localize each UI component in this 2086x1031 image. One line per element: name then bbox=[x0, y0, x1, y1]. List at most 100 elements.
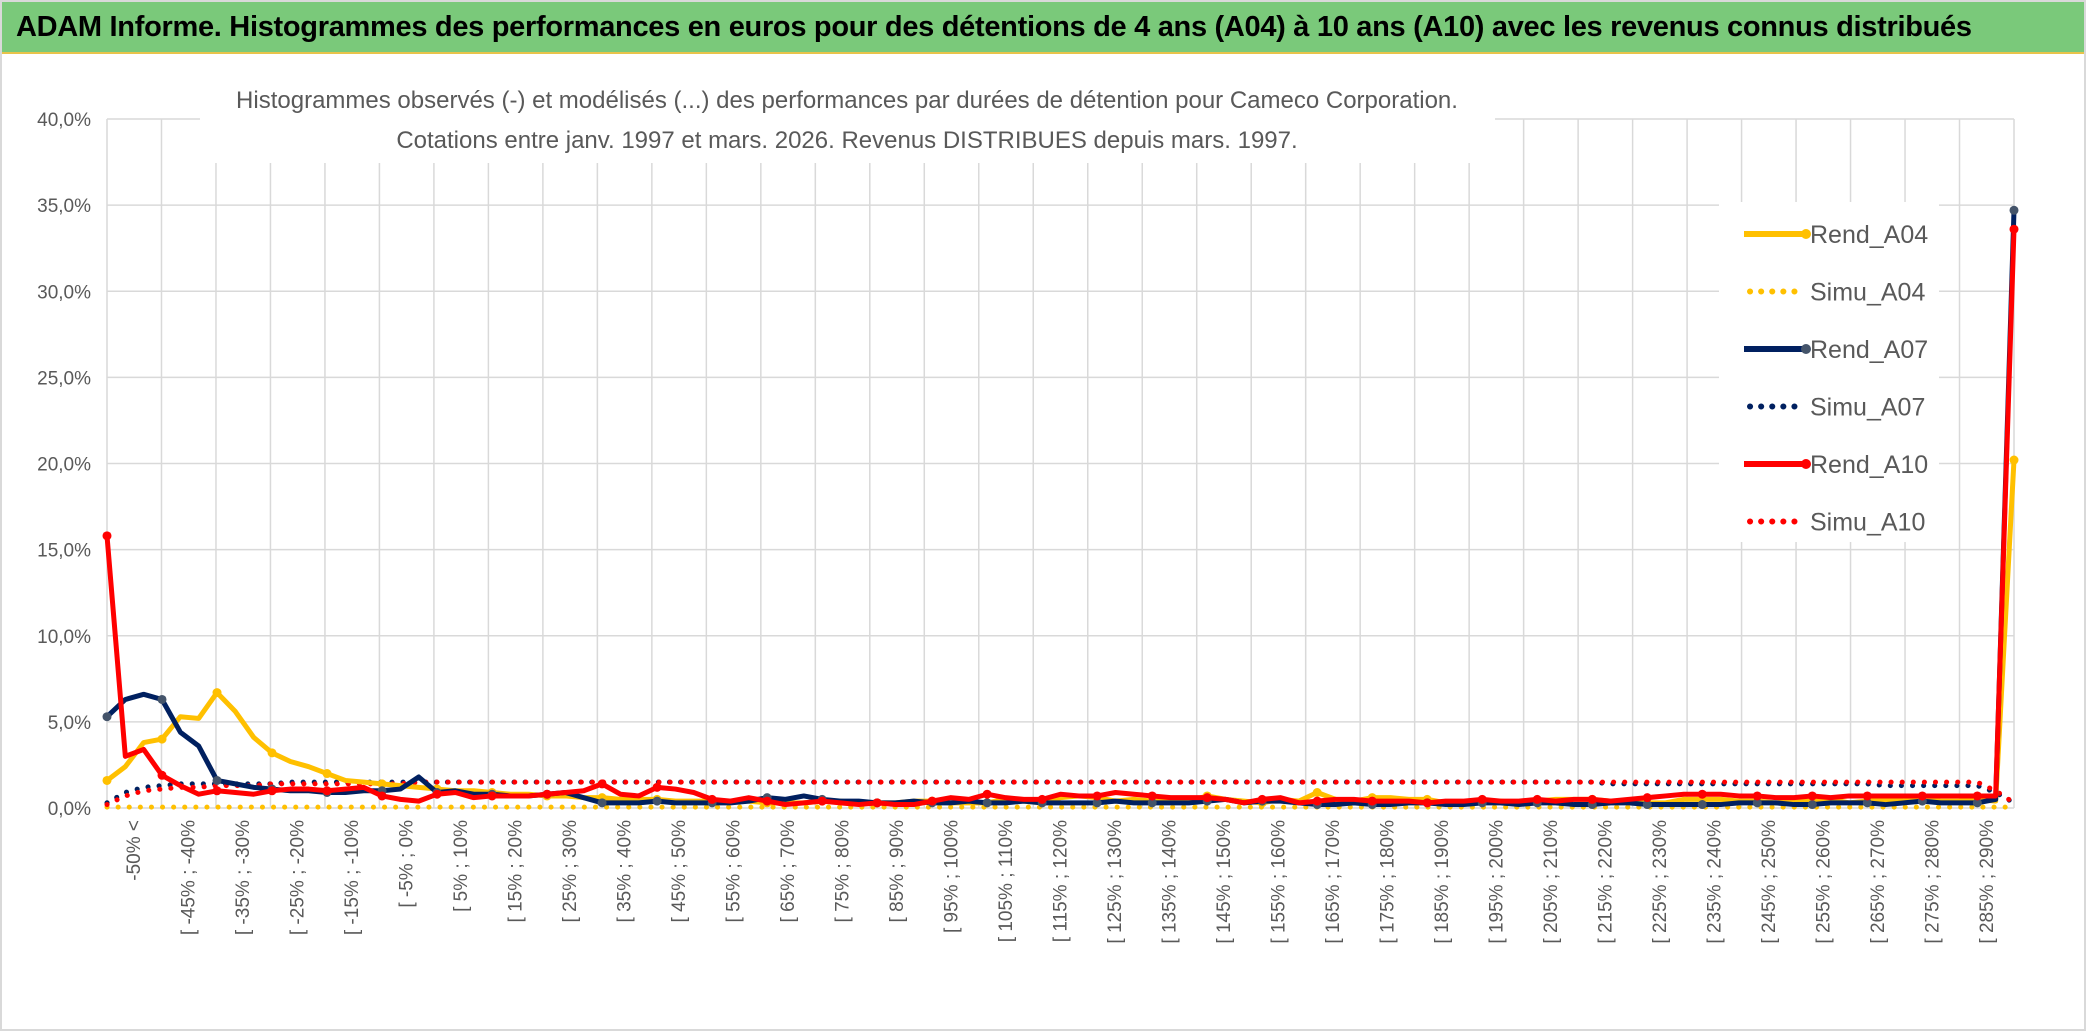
rend-a07-line bbox=[105, 210, 2017, 808]
legend-label-simu-a07: Simu_A07 bbox=[1810, 394, 1925, 422]
x-tick-label: [ 205% ; 210% bbox=[1541, 820, 1562, 944]
rend-a10-point bbox=[1202, 793, 1212, 803]
rend-a10-point bbox=[1257, 794, 1267, 804]
rend-a10-point bbox=[2009, 224, 2019, 234]
rend-a10-point bbox=[432, 789, 442, 799]
rend-a10-point bbox=[652, 782, 662, 792]
y-tick-label: 15,0% bbox=[37, 541, 91, 562]
rend-a10-point bbox=[1312, 796, 1322, 806]
rend-a07-point bbox=[1807, 800, 1817, 810]
rend-a10-point bbox=[872, 798, 882, 808]
y-tick-label: 35,0% bbox=[37, 196, 91, 217]
rend-a10-point bbox=[597, 779, 607, 789]
x-tick-label: [ 35% ; 40% bbox=[615, 820, 636, 923]
x-tick-label: [ 155% ; 160% bbox=[1268, 820, 1289, 944]
rend-a07-point bbox=[1972, 798, 1982, 808]
rend-a10-point bbox=[762, 796, 772, 806]
y-tick-label: 10,0% bbox=[37, 627, 91, 648]
x-tick-label: [ 25% ; 30% bbox=[560, 820, 581, 923]
legend-label-rend-a04: Rend_A04 bbox=[1810, 221, 1928, 249]
x-tick-label: [ 135% ; 140% bbox=[1159, 820, 1180, 944]
report-banner: ADAM Informe. Histogrammes des performan… bbox=[2, 2, 2084, 54]
rend-a07-point bbox=[1147, 798, 1157, 808]
rend-a07-point bbox=[597, 798, 607, 808]
chart-subtitle-line-1: Histogrammes observés (-) et modélisés (… bbox=[236, 87, 1458, 114]
x-tick-label: [ -15% ; -10% bbox=[342, 820, 363, 935]
legend-label-simu-a04: Simu_A04 bbox=[1810, 279, 1925, 307]
x-tick-label: [ 145% ; 150% bbox=[1214, 820, 1235, 944]
rend-a07-point bbox=[1092, 798, 1102, 808]
rend-a10-point bbox=[1477, 794, 1487, 804]
rend-a10-point bbox=[542, 789, 552, 799]
rend-a10-point bbox=[322, 786, 332, 796]
rend-a07-point bbox=[1642, 800, 1652, 810]
x-tick-label: [ 65% ; 70% bbox=[778, 820, 799, 923]
chart-subtitle-line-2: Cotations entre janv. 1997 et mars. 2026… bbox=[396, 127, 1297, 154]
x-tick-label: -50% < bbox=[124, 820, 145, 881]
x-tick-label: [ 85% ; 90% bbox=[887, 820, 908, 923]
legend-marker-rend-a10 bbox=[1801, 459, 1811, 469]
y-tick-label: 20,0% bbox=[37, 455, 91, 476]
x-tick-label: [ 45% ; 50% bbox=[669, 820, 690, 923]
x-tick-label: [ 225% ; 230% bbox=[1650, 820, 1671, 944]
rend-a10-point bbox=[817, 796, 827, 806]
rend-a04-line bbox=[105, 459, 2017, 806]
y-tick-label: 40,0% bbox=[37, 110, 91, 131]
rend-a10-point bbox=[102, 531, 112, 541]
x-tick-label: [ -35% ; -30% bbox=[233, 820, 254, 935]
rend-a10-point bbox=[1367, 796, 1377, 806]
y-tick-label: 5,0% bbox=[48, 713, 91, 734]
x-tick-label: [ -25% ; -20% bbox=[288, 820, 309, 935]
x-tick-label: [ 275% ; 280% bbox=[1922, 820, 1943, 944]
rend-a10-point bbox=[1147, 791, 1157, 801]
rend-a07-point bbox=[102, 712, 112, 722]
rend-a07-point bbox=[2009, 205, 2019, 215]
rend-a10-point bbox=[212, 786, 222, 796]
rend-a10-point bbox=[1917, 791, 1927, 801]
rend-a10-point bbox=[157, 770, 167, 780]
x-tick-label: [ 195% ; 200% bbox=[1486, 820, 1507, 944]
rend-a10-point bbox=[1807, 791, 1817, 801]
x-tick-label: [ -45% ; -40% bbox=[179, 820, 200, 935]
x-tick-label: [ 5% ; 10% bbox=[451, 820, 472, 912]
x-tick-label: [ 55% ; 60% bbox=[724, 820, 745, 923]
rend-a07-point bbox=[1862, 798, 1872, 808]
x-tick-label: [ 185% ; 190% bbox=[1432, 820, 1453, 944]
rend-a04-point bbox=[157, 734, 167, 744]
rend-a04-point bbox=[377, 779, 387, 789]
rend-a04-point bbox=[1312, 787, 1322, 797]
x-tick-label: [ 125% ; 130% bbox=[1105, 820, 1126, 944]
rend-a04-point bbox=[267, 748, 277, 758]
rend-a10-point bbox=[1697, 789, 1707, 799]
rend-a10-point bbox=[1972, 791, 1982, 801]
rend-a10-point bbox=[377, 791, 387, 801]
rend-a10-point bbox=[707, 794, 717, 804]
x-tick-label: [ 15% ; 20% bbox=[506, 820, 527, 923]
x-tick-label: [ 175% ; 180% bbox=[1377, 820, 1398, 944]
x-tick-label: [ 165% ; 170% bbox=[1323, 820, 1344, 944]
legend-label-rend-a10: Rend_A10 bbox=[1810, 451, 1928, 479]
rend-a07-point bbox=[982, 798, 992, 808]
x-tick-label: [ 115% ; 120% bbox=[1051, 820, 1072, 942]
legend-background bbox=[1719, 202, 1939, 542]
rend-a10-point bbox=[267, 786, 277, 796]
rend-a10-line bbox=[104, 229, 2017, 808]
y-tick-label: 0,0% bbox=[48, 799, 91, 820]
x-tick-label: [ 95% ; 100% bbox=[942, 820, 963, 933]
rend-a10-point bbox=[1752, 791, 1762, 801]
subtitle-background bbox=[200, 75, 1495, 163]
rend-a07-point bbox=[1752, 798, 1762, 808]
rend-a10-point bbox=[1092, 791, 1102, 801]
rend-a10-point bbox=[487, 791, 497, 801]
legend-label-rend-a07: Rend_A07 bbox=[1810, 336, 1928, 364]
x-tick-label: [ 285% ; 290% bbox=[1977, 820, 1998, 944]
rend-a10-point bbox=[927, 796, 937, 806]
legend-marker-rend-a07 bbox=[1801, 344, 1811, 354]
x-tick-label: [ 245% ; 250% bbox=[1759, 820, 1780, 944]
legend-label-simu-a10: Simu_A10 bbox=[1810, 509, 1925, 537]
rend-a04-point bbox=[102, 775, 112, 785]
rend-a10-point bbox=[1532, 794, 1542, 804]
y-tick-label: 30,0% bbox=[37, 282, 91, 303]
